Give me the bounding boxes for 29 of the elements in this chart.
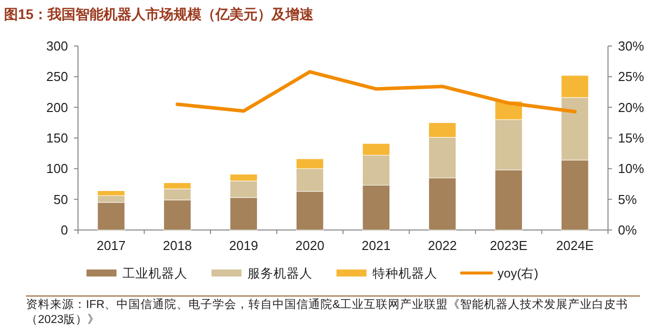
y-tick-label: 0	[60, 222, 68, 238]
x-tick-label: 2020	[295, 238, 324, 253]
y-tick-label: 200	[46, 100, 68, 115]
y2-tick-label: 5%	[618, 192, 638, 207]
y-tick-label: 50	[54, 192, 68, 207]
y2-tick-label: 25%	[618, 69, 644, 84]
x-tick-label: 2019	[229, 238, 258, 253]
x-tick-label: 2018	[162, 238, 192, 253]
legend-label: yoy(右)	[498, 266, 538, 280]
legend-label: 特种机器人	[372, 266, 438, 280]
x-tick-label: 2022	[428, 238, 457, 253]
legend-label: 服务机器人	[248, 266, 312, 280]
x-tick-label: 2021	[362, 238, 391, 253]
y-tick-label: 150	[46, 130, 68, 146]
line-series	[176, 70, 577, 114]
y2-tick-label: 20%	[618, 100, 644, 115]
x-tick-label: 2023E	[490, 238, 528, 253]
y2-tick-label: 0%	[618, 222, 638, 238]
x-tick-label: 2017	[96, 238, 126, 253]
y-tick-label: 250	[46, 69, 68, 84]
x-tick-label: 2024E	[556, 238, 594, 253]
y2-tick-label: 10%	[618, 161, 644, 176]
y2-tick-label: 15%	[618, 130, 644, 146]
y-tick-label: 100	[46, 161, 68, 176]
y2-tick-label: 30%	[618, 38, 644, 54]
legend-label: 工业机器人	[122, 266, 188, 280]
y-tick-label: 300	[46, 38, 68, 54]
text: 资料来源：IFR、中国信通院、电子学会，转自中国信通院&工业互联网产业联盟《智能机器人技术发展产业白皮书（2023版）》	[26, 298, 630, 328]
chart-title: 图15：我国智能机器人市场规模（亿美元）及增速	[4, 6, 315, 22]
